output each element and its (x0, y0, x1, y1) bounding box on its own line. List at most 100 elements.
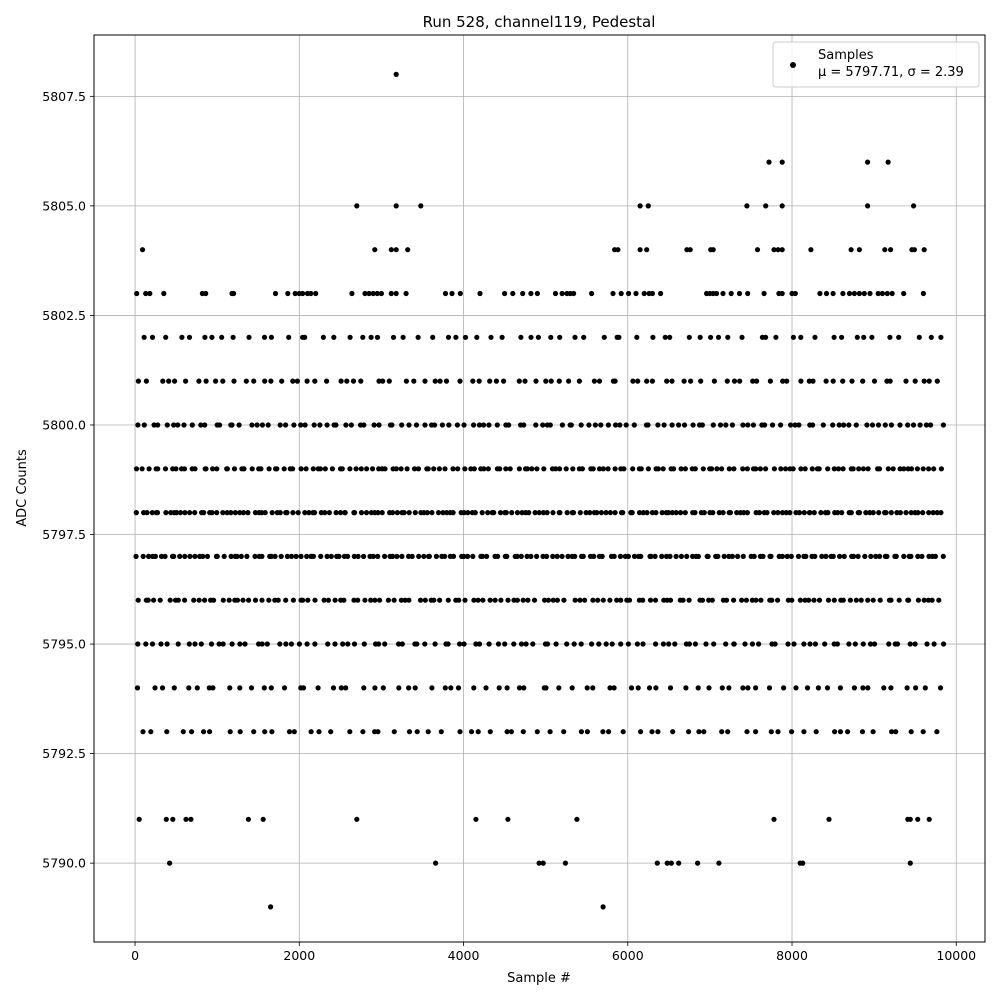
data-point (494, 422, 500, 428)
data-point (655, 422, 661, 428)
data-point (879, 290, 886, 297)
data-point (699, 422, 706, 428)
data-point (600, 729, 606, 735)
data-point (372, 247, 378, 253)
data-point (729, 553, 736, 560)
data-point (920, 509, 926, 516)
data-point (203, 378, 209, 384)
data-point (720, 290, 726, 297)
data-point (477, 290, 483, 297)
data-point (789, 597, 795, 603)
data-point (172, 378, 178, 384)
data-point (553, 466, 559, 472)
data-point (432, 422, 438, 428)
data-point (269, 729, 275, 735)
data-point (400, 334, 406, 340)
data-point (698, 378, 704, 384)
data-point (578, 641, 584, 647)
data-point (708, 334, 714, 340)
data-point (676, 422, 682, 428)
data-point (889, 729, 895, 735)
data-point (224, 466, 230, 472)
data-point (216, 641, 222, 647)
data-point (279, 378, 285, 384)
data-point (793, 685, 799, 691)
data-point (846, 641, 852, 647)
data-point (631, 553, 638, 560)
data-point (861, 334, 867, 340)
data-point (510, 290, 516, 297)
data-point (779, 509, 786, 516)
data-point (354, 203, 360, 209)
data-point (897, 509, 904, 516)
y-tick-label: 5805.0 (42, 198, 86, 213)
data-point (867, 290, 873, 297)
data-point (180, 729, 186, 735)
data-point (393, 247, 399, 253)
data-point (710, 509, 716, 516)
data-point (649, 378, 656, 384)
data-point (548, 334, 554, 340)
data-point (540, 553, 546, 560)
data-point (391, 597, 397, 603)
data-point (219, 334, 225, 340)
data-point (840, 466, 846, 472)
data-point (188, 816, 194, 822)
data-point (809, 466, 815, 472)
data-point (568, 422, 574, 428)
data-point (457, 641, 463, 647)
data-point (485, 509, 491, 516)
data-point (183, 816, 189, 822)
data-point (690, 422, 696, 428)
data-point (848, 247, 854, 253)
data-point (385, 597, 391, 603)
data-point (481, 422, 487, 428)
data-point (745, 290, 751, 297)
data-point (772, 641, 778, 647)
data-point (431, 597, 437, 603)
data-point (322, 466, 328, 472)
data-point (382, 466, 388, 472)
data-point (616, 334, 622, 340)
data-point (449, 290, 455, 297)
data-point (896, 334, 902, 340)
data-point (725, 334, 731, 340)
data-point (807, 509, 813, 516)
data-point (445, 334, 452, 340)
data-point (613, 422, 619, 428)
data-point (661, 422, 667, 428)
data-point (476, 422, 482, 428)
data-point (911, 203, 917, 209)
data-point (406, 729, 413, 735)
data-point (163, 509, 169, 516)
data-point (825, 509, 831, 516)
data-point (564, 509, 570, 516)
data-point (204, 553, 211, 560)
data-point (486, 641, 492, 647)
data-point (644, 378, 650, 384)
x-tick-label: 8000 (776, 948, 808, 963)
data-point (329, 466, 335, 472)
data-point (139, 247, 146, 253)
data-point (695, 553, 702, 560)
data-point (792, 290, 798, 297)
data-point (750, 378, 756, 384)
data-point (519, 509, 525, 516)
data-point (146, 466, 152, 472)
data-point (379, 509, 385, 516)
data-point (536, 509, 542, 516)
data-point (214, 553, 220, 560)
data-point (284, 553, 290, 560)
data-point (256, 641, 262, 647)
data-point (553, 641, 559, 647)
data-point (187, 509, 193, 516)
data-point (788, 422, 794, 428)
chart-title: Run 528, channel119, Pedestal (423, 13, 656, 31)
data-point (237, 729, 243, 735)
data-point (554, 597, 561, 603)
data-point (731, 466, 737, 472)
data-point (836, 422, 842, 428)
data-point (251, 729, 257, 735)
data-point (687, 247, 693, 253)
data-point (887, 334, 893, 340)
